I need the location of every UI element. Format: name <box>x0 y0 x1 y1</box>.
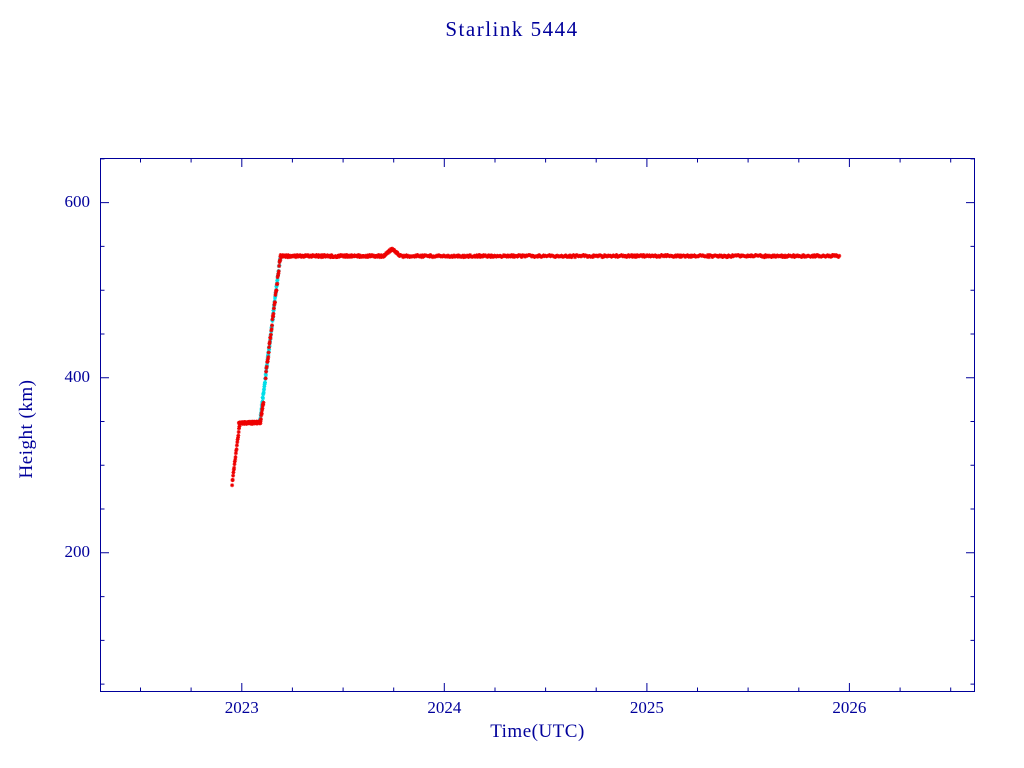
plot-canvas <box>100 158 975 692</box>
x-tick-label: 2026 <box>832 698 867 717</box>
axis-ticks <box>100 158 975 692</box>
y-tick-label: 200 <box>64 541 91 561</box>
x-tick-label: 2023 <box>224 698 259 717</box>
x-tick-label: 2025 <box>629 698 664 717</box>
plot-border <box>100 158 975 692</box>
chart-title: Starlink 5444 <box>445 17 579 41</box>
x-tick-label: 2024 <box>427 698 462 717</box>
y-tick-label: 400 <box>64 366 91 386</box>
plot-area <box>100 158 975 692</box>
y-tick-label: 600 <box>64 191 91 211</box>
series-observed-height <box>230 246 842 488</box>
x-axis-label: Time(UTC) <box>490 721 585 742</box>
y-axis-label: Height (km) <box>16 379 37 479</box>
